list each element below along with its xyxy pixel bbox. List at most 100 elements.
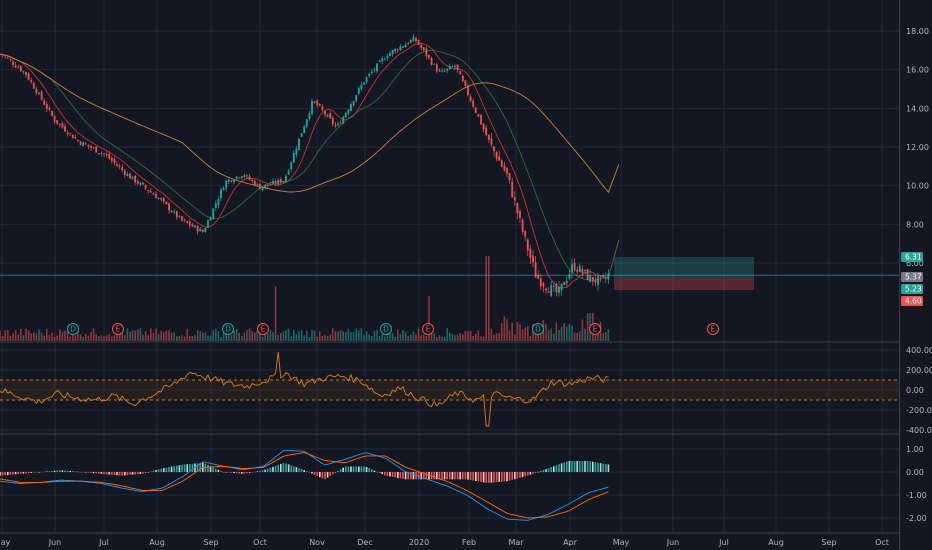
macd-hist-bar-84 bbox=[217, 469, 220, 472]
volume-bar-225 bbox=[584, 328, 586, 341]
volume-bar-233 bbox=[605, 331, 607, 341]
candle-body-58 bbox=[149, 191, 152, 193]
candle-body-149 bbox=[386, 56, 389, 59]
macd-hist-bar-74 bbox=[191, 463, 194, 472]
candle-body-147 bbox=[381, 58, 384, 62]
macd-hist-bar-120 bbox=[311, 472, 313, 474]
volume-bar-119 bbox=[308, 336, 311, 341]
volume-bar-116 bbox=[300, 330, 303, 341]
volume-bar-203 bbox=[527, 326, 529, 341]
candle-body-157 bbox=[407, 42, 410, 44]
candle-body-226 bbox=[586, 269, 589, 280]
macd-hist-bar-10 bbox=[25, 472, 27, 474]
candle-body-61 bbox=[157, 198, 160, 199]
volume-bar-152 bbox=[394, 336, 396, 341]
volume-bar-28 bbox=[72, 334, 74, 341]
volume-bar-226 bbox=[586, 313, 589, 341]
candle-body-145 bbox=[376, 63, 378, 72]
macd-hist-bar-12 bbox=[30, 472, 32, 473]
candle-body-132 bbox=[342, 116, 345, 124]
candle-body-130 bbox=[337, 123, 339, 126]
macd-hist-bar-39 bbox=[100, 472, 103, 474]
macd-hist-bar-33 bbox=[85, 472, 87, 473]
macd-hist-bar-53 bbox=[137, 472, 139, 475]
volume-bar-147 bbox=[381, 334, 383, 341]
candle-body-52 bbox=[134, 175, 137, 183]
time-label-1: Jun bbox=[48, 538, 62, 547]
candle-body-22 bbox=[56, 120, 59, 124]
volume-bar-220 bbox=[571, 325, 573, 341]
macd-hist-bar-60 bbox=[155, 470, 157, 472]
time-label-14: Jul bbox=[718, 538, 729, 547]
macd-hist-bar-222 bbox=[576, 460, 578, 472]
volume-bar-200 bbox=[519, 324, 521, 341]
candle-body-19 bbox=[48, 107, 51, 110]
macd-hist-bar-132 bbox=[342, 467, 344, 472]
volume-bar-126 bbox=[326, 335, 329, 341]
candle-body-163 bbox=[422, 47, 425, 50]
macd-hist-bar-190 bbox=[493, 472, 495, 483]
candle-body-175 bbox=[454, 65, 456, 67]
macd-hist-bar-102 bbox=[264, 469, 266, 472]
macd-hist-bar-62 bbox=[160, 468, 162, 472]
earnings-marker-3 bbox=[257, 323, 269, 335]
macd-hist-bar-211 bbox=[547, 468, 550, 472]
macd-hist-bar-155 bbox=[402, 472, 404, 479]
macd-hist-bar-29 bbox=[74, 471, 77, 472]
volume-bar-81 bbox=[209, 335, 212, 341]
candle-body-34 bbox=[87, 144, 90, 147]
volume-bar-187 bbox=[485, 256, 487, 341]
candle-body-116 bbox=[300, 133, 303, 137]
candle-body-3 bbox=[6, 57, 9, 59]
candle-body-174 bbox=[451, 66, 454, 68]
macd-hist-bar-100 bbox=[259, 470, 261, 472]
candle-body-46 bbox=[118, 166, 121, 167]
candle-body-222 bbox=[576, 269, 579, 272]
volume-bar-76 bbox=[196, 330, 199, 341]
volume-bar-18 bbox=[46, 328, 48, 341]
candle-body-233 bbox=[604, 277, 607, 279]
volume-bar-89 bbox=[230, 335, 233, 341]
volume-bar-15 bbox=[38, 329, 40, 341]
volume-bar-56 bbox=[144, 331, 147, 341]
candle-body-118 bbox=[305, 119, 308, 127]
volume-bar-106 bbox=[274, 286, 277, 341]
candle-body-183 bbox=[474, 107, 477, 113]
trade-zone[interactable] bbox=[614, 257, 754, 291]
volume-bar-86 bbox=[222, 332, 225, 341]
time-label-8: 2020 bbox=[409, 538, 429, 547]
candle-body-56 bbox=[144, 185, 147, 189]
price-tags: 6.31 5.37 5.23 4.60 bbox=[901, 252, 923, 306]
volume-bar-57 bbox=[147, 334, 149, 341]
price-candles bbox=[0, 34, 610, 298]
candle-body-131 bbox=[339, 122, 342, 124]
candle-body-92 bbox=[238, 177, 241, 179]
candle-body-215 bbox=[558, 287, 560, 293]
candle-body-125 bbox=[324, 111, 326, 115]
macd-hist-bar-21 bbox=[53, 470, 56, 472]
macd-line bbox=[0, 449, 609, 521]
candle-body-74 bbox=[191, 224, 194, 227]
macd-hist-bar-210 bbox=[545, 469, 547, 472]
macd-hist-bar-167 bbox=[433, 472, 435, 480]
candle-body-66 bbox=[170, 210, 173, 213]
candle-body-13 bbox=[32, 82, 35, 89]
macd-hist-bar-86 bbox=[222, 472, 225, 473]
volume-bar-32 bbox=[82, 336, 84, 341]
macd-hist-bar-36 bbox=[92, 472, 95, 474]
candle-body-230 bbox=[597, 276, 599, 286]
macd-hist-bar-66 bbox=[170, 466, 173, 472]
macd-hist-bar-220 bbox=[571, 460, 573, 472]
macd-hist-bar-57 bbox=[147, 472, 149, 473]
candle-body-201 bbox=[521, 219, 524, 232]
candle-body-38 bbox=[97, 153, 100, 154]
candle-body-48 bbox=[123, 170, 126, 175]
price-axes: 18.00 16.00 14.00 12.00 10.00 8.00 6.00 400.00 2… bbox=[906, 27, 932, 523]
macd-hist-bar-8 bbox=[20, 472, 22, 474]
candle-body-17 bbox=[43, 100, 46, 105]
dividend-marker-label-4: D bbox=[383, 325, 389, 334]
volume-bar-55 bbox=[142, 334, 144, 341]
macd-hist-bar-199 bbox=[516, 472, 519, 479]
